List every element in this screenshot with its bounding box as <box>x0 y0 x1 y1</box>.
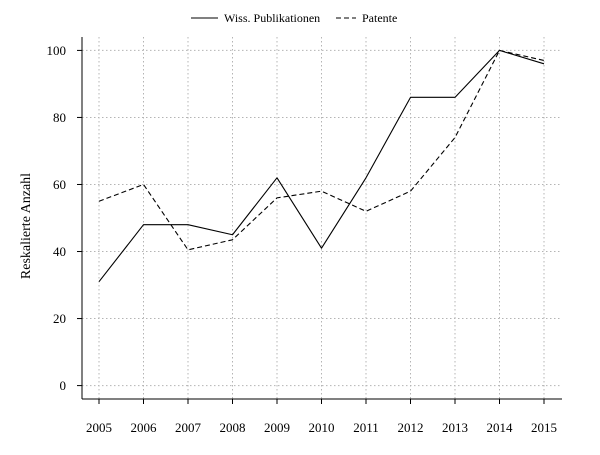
y-tick-label-100: 100 <box>47 43 67 58</box>
data-point-wiss-publikationen-2005 <box>97 280 101 284</box>
data-point-wiss-publikationen-2009 <box>275 176 279 180</box>
data-point-wiss-publikationen-2010 <box>320 246 324 250</box>
x-tick-label-2014: 2014 <box>487 420 514 435</box>
grid <box>82 37 562 399</box>
data-point-patente-2007 <box>186 248 190 252</box>
x-tick-label-2008: 2008 <box>220 420 246 435</box>
data-point-wiss-publikationen-2008 <box>231 233 235 237</box>
data-point-patente-2009 <box>275 196 279 200</box>
data-point-patente-2015 <box>542 58 546 62</box>
data-point-patente-2013 <box>453 136 457 140</box>
y-tick-label-80: 80 <box>53 110 66 125</box>
x-tick-label-2010: 2010 <box>309 420 335 435</box>
data-point-wiss-publikationen-2011 <box>364 176 368 180</box>
series-line-patente <box>98 49 545 251</box>
legend-label-patente: Patente <box>362 11 397 25</box>
y-tick-label-0: 0 <box>60 378 67 393</box>
data-point-patente-2012 <box>409 189 413 193</box>
y-tick-label-60: 60 <box>53 177 66 192</box>
data-point-wiss-publikationen-2013 <box>453 95 457 99</box>
data-point-patente-2010 <box>320 189 324 193</box>
x-tick-label-2005: 2005 <box>86 420 112 435</box>
y-axis-label: Reskalierte Anzahl <box>19 173 34 279</box>
data-point-patente-2008 <box>231 238 235 242</box>
data-point-wiss-publikationen-2007 <box>186 223 190 227</box>
series-line-wiss-publikationen <box>98 49 545 283</box>
x-tick-label-2009: 2009 <box>264 420 290 435</box>
axes: 0 20 40 60 80 100 2005 2006 2007 2008 2009 2010 2011… <box>47 37 562 435</box>
x-tick-label-2007: 2007 <box>175 420 202 435</box>
series-layer <box>97 48 546 284</box>
data-point-patente-2006 <box>142 182 146 186</box>
legend: Wiss. Publikationen Patente <box>191 11 397 25</box>
x-tick-label-2011: 2011 <box>353 420 379 435</box>
data-point-patente-2011 <box>364 209 368 213</box>
y-tick-label-40: 40 <box>53 244 66 259</box>
data-point-wiss-publikationen-2006 <box>142 223 146 227</box>
x-tick-label-2013: 2013 <box>442 420 468 435</box>
data-point-patente-2005 <box>97 199 101 203</box>
data-point-wiss-publikationen-2012 <box>409 95 413 99</box>
y-tick-label-20: 20 <box>53 311 66 326</box>
x-tick-label-2006: 2006 <box>131 420 158 435</box>
legend-label-publikationen: Wiss. Publikationen <box>224 11 320 25</box>
data-point-patente-2014 <box>498 48 502 52</box>
x-tick-label-2012: 2012 <box>398 420 424 435</box>
x-tick-label-2015: 2015 <box>531 420 557 435</box>
